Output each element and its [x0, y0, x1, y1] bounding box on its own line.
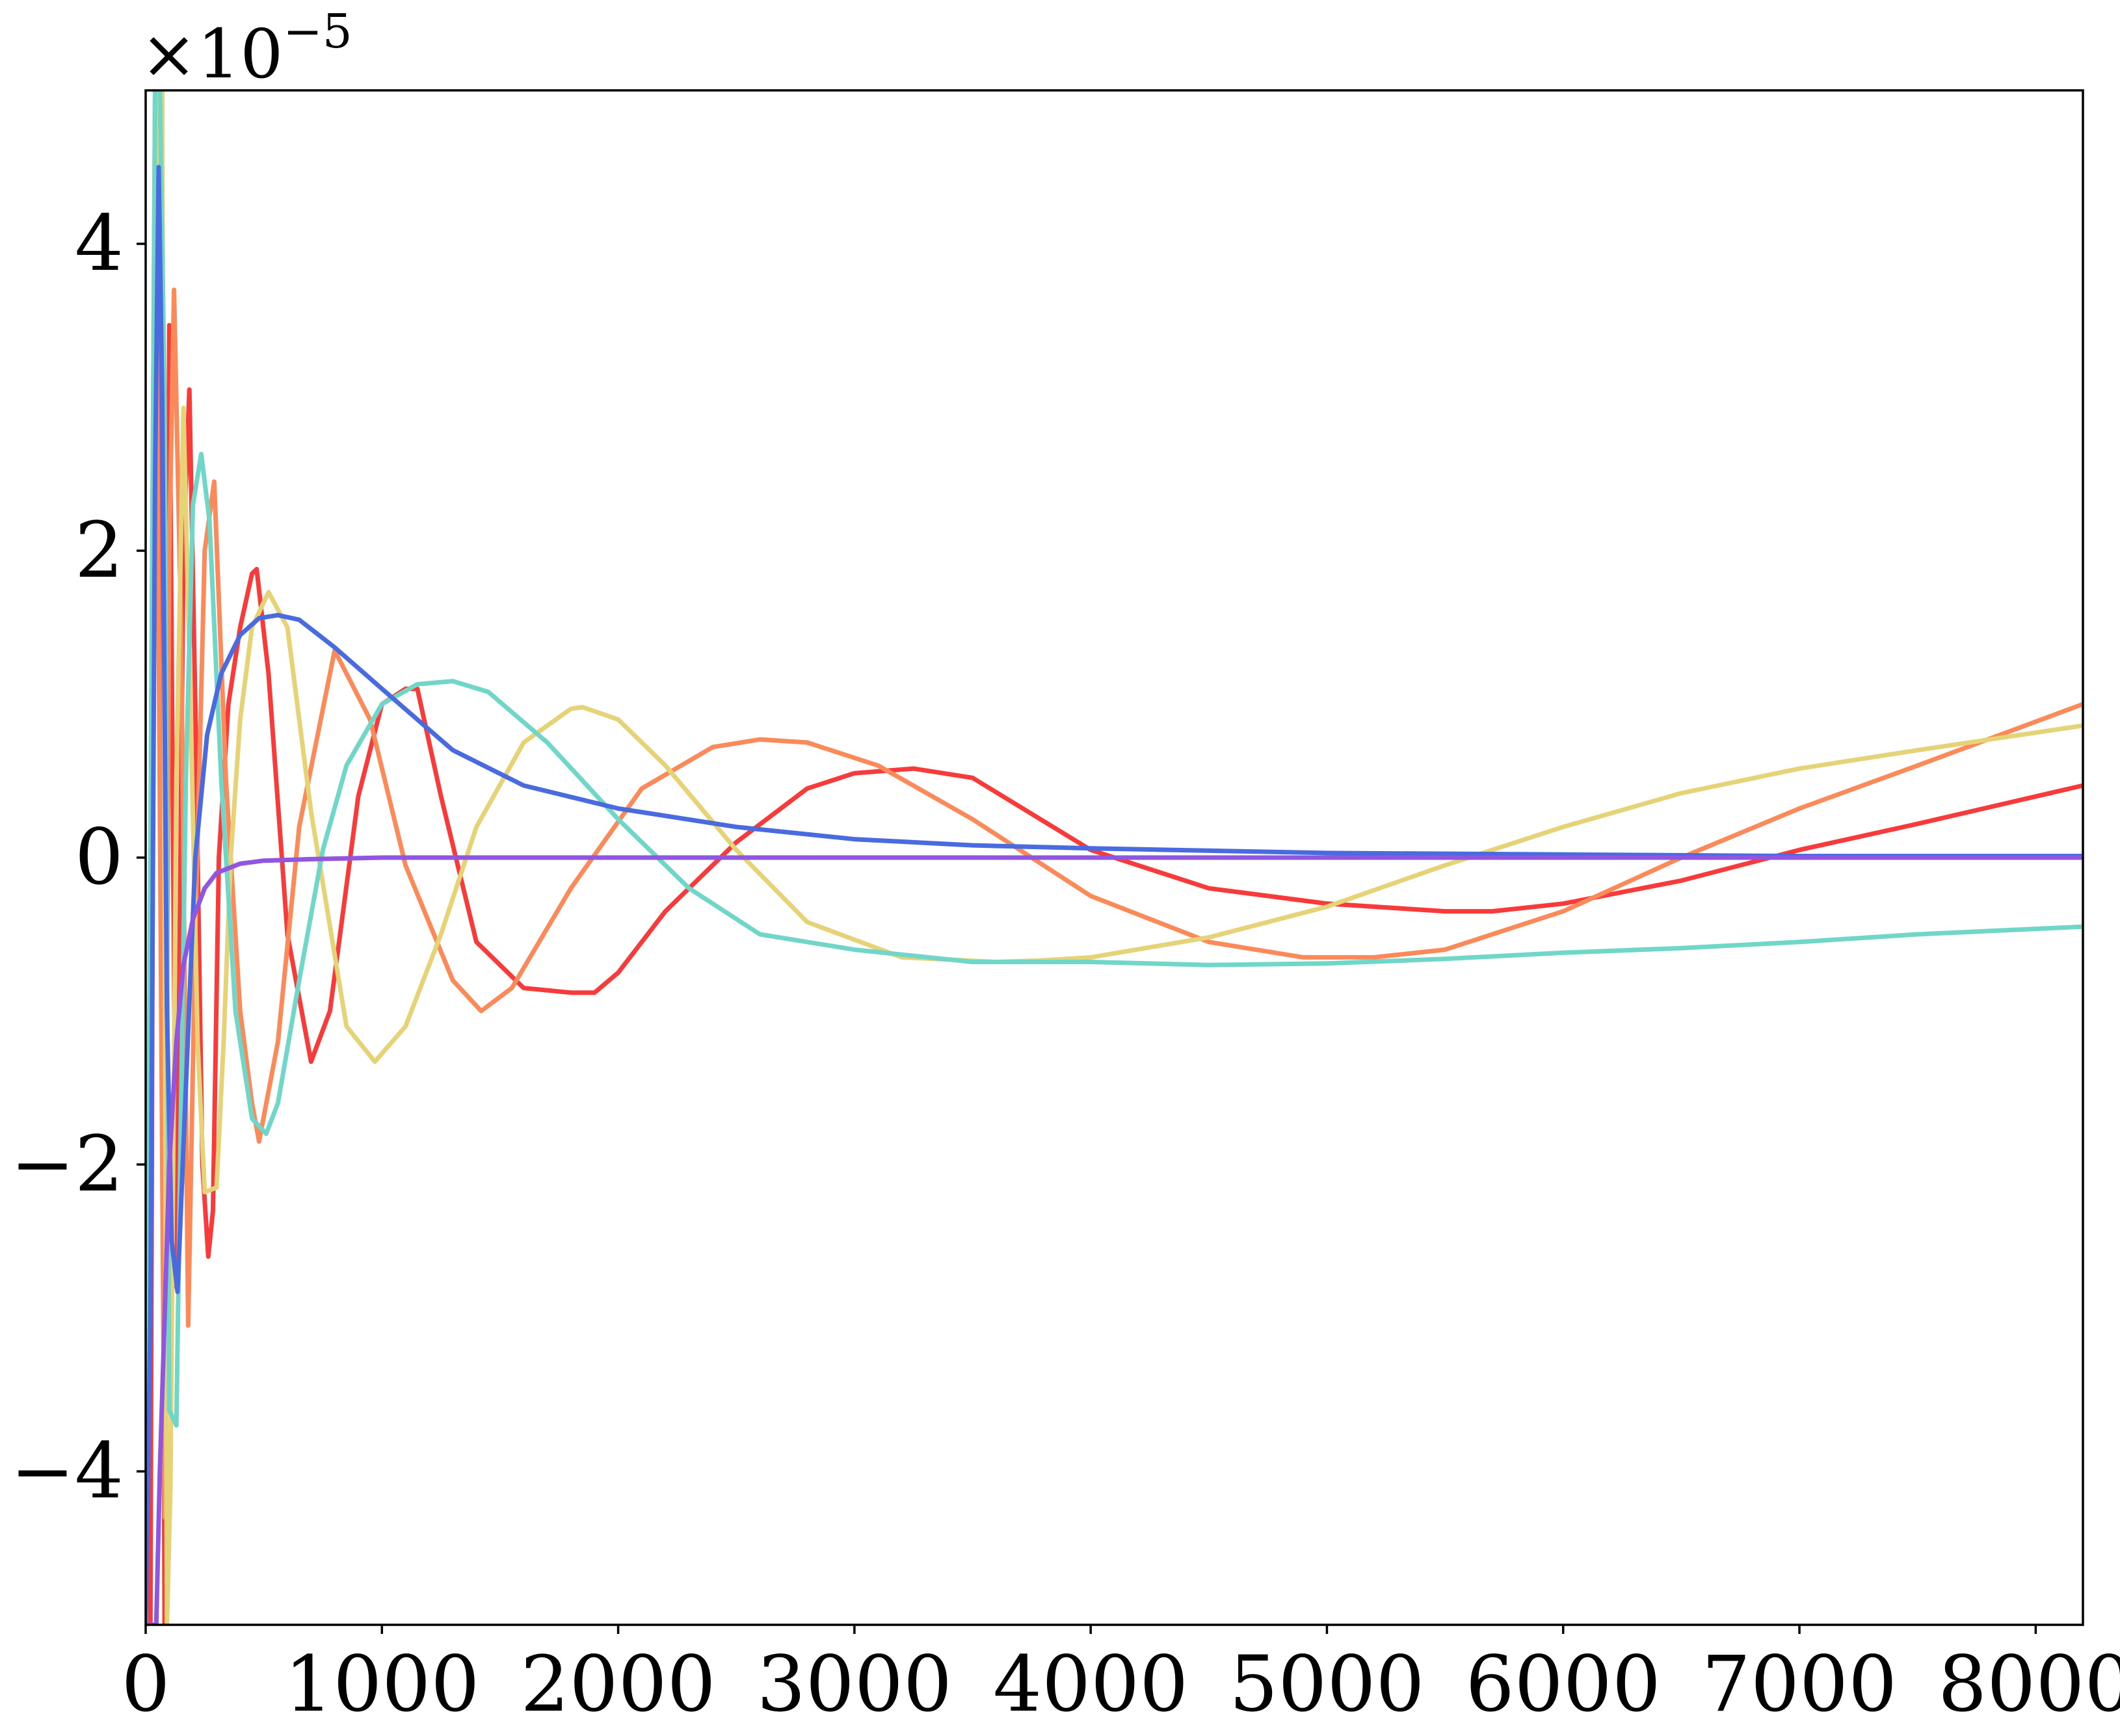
- series-line-2: [146, 90, 2083, 1625]
- y-axis: −4 −2 0 2 4: [10, 198, 146, 1516]
- y-axis-multiplier: ×10−5: [140, 4, 352, 94]
- y-tick-label: 4: [75, 198, 124, 288]
- x-axis: 0 1000 2000 3000 4000 5000 6000 7000 8000: [121, 1625, 2120, 1729]
- x-tick-label: 0: [121, 1639, 170, 1729]
- x-tick-label: 6000: [1466, 1639, 1661, 1729]
- y-tick-label: −4: [10, 1426, 124, 1516]
- y-multiplier-exponent: −5: [283, 4, 352, 59]
- series-line-4: [146, 90, 2083, 1625]
- x-tick-label: 3000: [757, 1639, 952, 1729]
- x-tick-label: 8000: [1938, 1639, 2120, 1729]
- y-tick-label: 0: [75, 812, 124, 902]
- y-multiplier-base: ×10: [140, 14, 283, 94]
- series-layer: [146, 90, 2083, 1625]
- x-tick-label: 7000: [1702, 1639, 1897, 1729]
- x-tick-label: 4000: [993, 1639, 1188, 1729]
- x-tick-label: 2000: [520, 1639, 715, 1729]
- y-tick-label: −2: [10, 1119, 124, 1209]
- x-tick-label: 5000: [1229, 1639, 1424, 1729]
- series-line-6: [146, 855, 2083, 1625]
- y-tick-label: 2: [75, 505, 124, 595]
- x-tick-label: 1000: [284, 1639, 479, 1729]
- series-line-5: [146, 164, 2083, 1625]
